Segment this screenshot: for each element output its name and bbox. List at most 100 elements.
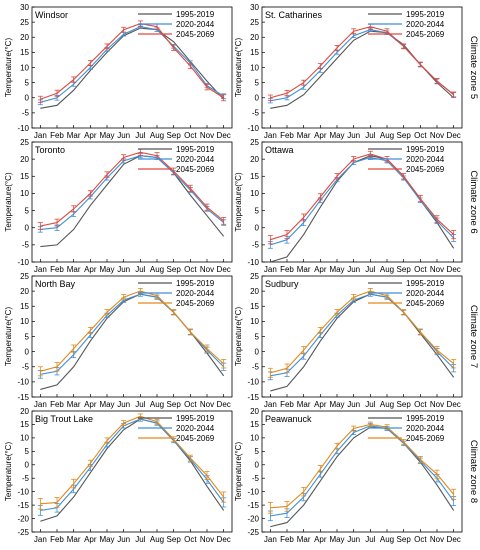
- y-tick-label: -10: [247, 378, 259, 387]
- x-tick-label: Oct: [184, 131, 197, 140]
- y-tick-label: 10: [250, 434, 259, 443]
- x-tick-label: Sep: [397, 400, 412, 409]
- y-tick-label: 5: [25, 332, 30, 341]
- x-tick-label: May: [329, 265, 344, 274]
- y-tick-label: 15: [20, 420, 29, 429]
- city-title: North Bay: [35, 279, 76, 289]
- series-line: [270, 426, 455, 528]
- error-bar: [434, 346, 440, 355]
- legend-item: 1995-2019: [368, 279, 445, 288]
- x-tick-label: Feb: [50, 400, 64, 409]
- y-tick-label: -10: [17, 487, 29, 496]
- x-tick-label: May: [329, 535, 344, 544]
- x-tick-label: Jul: [135, 535, 145, 544]
- error-bar: [37, 95, 43, 103]
- y-tick-label: 10: [250, 317, 259, 326]
- y-tick-label: 20: [20, 407, 29, 416]
- x-tick-label: Sep: [167, 131, 182, 140]
- x-tick-label: Jun: [117, 400, 130, 409]
- error-bar: [267, 235, 273, 245]
- error-bar: [104, 437, 110, 444]
- y-tick-label: 5: [25, 447, 30, 456]
- x-tick-label: Nov: [430, 265, 444, 274]
- error-bar: [317, 465, 323, 473]
- error-bar: [417, 61, 423, 68]
- y-tick-label: -25: [17, 528, 29, 537]
- error-bar: [187, 184, 193, 192]
- y-axis-label: Temperature(°C): [234, 307, 243, 367]
- legend-label: 1995-2019: [406, 279, 445, 288]
- legend-label: 1995-2019: [176, 279, 215, 288]
- legend-item: 2045-2069: [138, 299, 215, 308]
- error-bar: [37, 222, 43, 230]
- y-tick-label: 15: [20, 302, 29, 311]
- error-bar: [384, 424, 390, 430]
- chart-panel: -10 -5 0 5 10 15 20 25 30 Jan Feb Mar Apr May Jun Jul Au…: [234, 3, 479, 140]
- error-bar: [204, 203, 210, 211]
- series-line: [40, 418, 225, 522]
- legend-item: 2020-2044: [368, 424, 445, 433]
- error-bar: [334, 45, 340, 51]
- x-tick-label: Nov: [200, 400, 214, 409]
- x-tick-label: Dec: [447, 535, 461, 544]
- x-tick-label: Jan: [264, 400, 277, 409]
- error-bar: [171, 309, 177, 316]
- x-tick-label: Sep: [397, 265, 412, 274]
- error-bar: [187, 62, 193, 70]
- y-axis-label: Temperature(°C): [234, 38, 243, 98]
- y-tick-label: 0: [25, 94, 30, 103]
- error-bar: [71, 76, 77, 83]
- x-tick-label: Mar: [297, 400, 311, 409]
- x-tick-label: Jan: [34, 265, 47, 274]
- x-tick-label: Jan: [264, 131, 277, 140]
- x-tick-label: Mar: [297, 131, 311, 140]
- series-line: [40, 155, 225, 248]
- y-tick-label: 5: [255, 447, 260, 456]
- x-tick-label: Jun: [347, 535, 360, 544]
- y-tick-label: 20: [20, 33, 29, 42]
- error-bar: [87, 60, 93, 66]
- error-bar: [434, 469, 440, 479]
- legend-item: 2020-2044: [138, 424, 215, 433]
- chart-panel: -25 -20 -15 -10 -5 0 5 10 15 20 Jan Feb Mar Apr May Jun…: [4, 407, 233, 544]
- legend-item: 2020-2044: [368, 155, 445, 164]
- error-bar: [417, 456, 423, 463]
- legend-item: 2020-2044: [368, 20, 445, 29]
- x-tick-label: Aug: [150, 535, 164, 544]
- chart-panel: -15 -10 -5 0 5 10 15 20 25 Jan Feb Mar Apr May Jun Jul A…: [234, 272, 479, 409]
- legend-item: 2045-2069: [368, 434, 445, 443]
- x-tick-label: Aug: [150, 400, 164, 409]
- y-axis-label: Temperature(°C): [234, 442, 243, 502]
- x-tick-label: May: [99, 535, 114, 544]
- error-bar: [434, 215, 440, 223]
- y-tick-label: -10: [247, 487, 259, 496]
- series-line: [270, 290, 455, 374]
- error-bar: [204, 344, 210, 353]
- x-tick-label: Nov: [200, 265, 214, 274]
- error-bar: [301, 346, 307, 355]
- chart-panel: -15 -10 -5 0 5 10 15 20 25 Jan Feb Mar Apr May Jun Jul A…: [4, 272, 233, 409]
- y-tick-label: -5: [22, 363, 30, 372]
- x-tick-label: Feb: [280, 400, 294, 409]
- climate-zone-label: Climate zone 6: [468, 170, 479, 233]
- legend-item: 1995-2019: [138, 145, 215, 154]
- error-bar: [221, 94, 227, 102]
- city-title: Sudbury: [265, 279, 299, 289]
- chart-panel: -10 -5 0 5 10 15 20 25 Jan Feb Mar Apr May Jun Jul Aug S…: [4, 138, 233, 274]
- x-tick-label: Oct: [184, 265, 197, 274]
- y-tick-label: 15: [250, 302, 259, 311]
- legend-item: 1995-2019: [138, 414, 215, 423]
- y-tick-label: 0: [255, 347, 260, 356]
- y-tick-label: -5: [252, 241, 260, 250]
- error-bar: [71, 205, 77, 213]
- x-tick-label: Sep: [397, 535, 412, 544]
- y-tick-label: 20: [250, 407, 259, 416]
- y-tick-label: -10: [17, 124, 29, 133]
- x-tick-label: Dec: [217, 131, 231, 140]
- x-tick-label: Jul: [365, 131, 375, 140]
- x-tick-label: Sep: [167, 400, 182, 409]
- error-bar: [87, 190, 93, 197]
